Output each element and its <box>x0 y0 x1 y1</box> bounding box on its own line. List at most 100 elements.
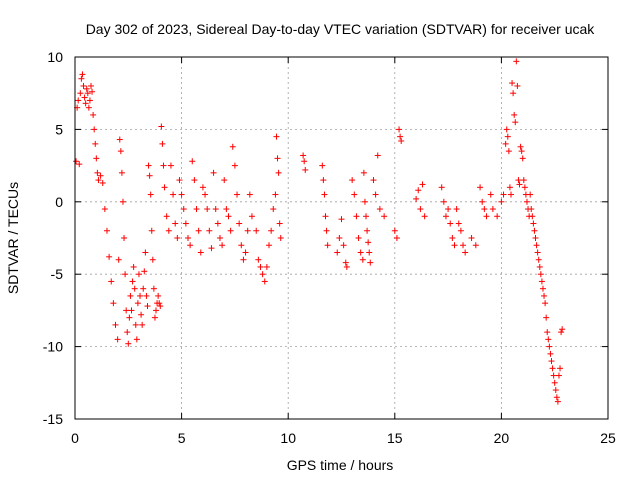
data-point <box>539 285 546 292</box>
data-point <box>319 162 326 169</box>
data-point <box>277 235 284 241</box>
data-point <box>145 162 152 169</box>
data-point <box>359 256 366 263</box>
data-point <box>353 213 360 220</box>
data-point <box>323 227 330 234</box>
data-point <box>553 394 560 401</box>
data-point <box>537 271 544 278</box>
data-point <box>99 179 106 186</box>
data-point <box>527 191 534 198</box>
data-point <box>165 227 172 234</box>
data-point <box>140 285 147 292</box>
data-point <box>240 256 247 263</box>
data-point <box>320 177 327 184</box>
data-point <box>397 133 404 140</box>
data-point <box>236 220 243 227</box>
data-point <box>520 177 527 184</box>
data-point <box>242 249 249 256</box>
data-point <box>206 227 213 234</box>
data-point <box>447 220 454 227</box>
data-point <box>193 206 200 213</box>
data-point <box>512 119 519 126</box>
x-tick-label: 10 <box>280 430 296 446</box>
data-point <box>548 358 555 365</box>
data-point <box>509 80 516 87</box>
data-point <box>127 292 134 299</box>
data-point <box>519 155 526 162</box>
data-point <box>468 235 475 241</box>
data-point <box>302 166 309 173</box>
chart-title: Day 302 of 2023, Sidereal Day-to-day VTE… <box>86 21 596 37</box>
data-point <box>155 292 162 299</box>
data-point <box>514 82 521 89</box>
data-point <box>180 206 187 213</box>
data-point <box>214 220 221 227</box>
data-point <box>487 191 494 198</box>
data-point <box>551 379 558 386</box>
data-point <box>342 259 349 266</box>
data-point <box>301 158 308 165</box>
data-point <box>103 227 110 234</box>
data-point <box>534 249 541 256</box>
data-point <box>453 206 460 213</box>
data-point <box>460 242 467 249</box>
data-point <box>555 372 562 379</box>
data-point <box>176 177 183 184</box>
data-point <box>216 235 223 241</box>
data-point <box>300 152 307 159</box>
data-point <box>184 235 191 241</box>
data-point <box>376 206 383 213</box>
data-point <box>536 263 543 270</box>
data-point <box>455 220 462 227</box>
data-point <box>121 235 128 241</box>
data-point <box>338 216 345 223</box>
data-point <box>149 256 156 263</box>
plot-frame <box>74 56 609 420</box>
data-point <box>234 191 241 198</box>
data-point <box>147 191 154 198</box>
data-point <box>178 191 185 198</box>
data-point <box>374 152 381 159</box>
data-point <box>322 213 329 220</box>
data-point <box>343 263 350 270</box>
data-point <box>78 75 85 82</box>
data-point <box>172 220 179 227</box>
data-point <box>552 387 559 394</box>
data-point <box>135 271 142 278</box>
data-point <box>189 158 196 165</box>
data-point <box>133 336 140 343</box>
data-point <box>151 314 158 321</box>
data-point <box>530 220 537 227</box>
data-point <box>225 213 232 220</box>
data-point <box>500 191 507 198</box>
data-point <box>510 90 517 97</box>
data-point <box>549 365 556 372</box>
data-point <box>531 227 538 234</box>
data-point <box>381 213 388 220</box>
data-point <box>274 155 281 162</box>
data-point <box>195 227 202 234</box>
data-point <box>134 300 141 307</box>
data-point <box>93 155 100 162</box>
data-point <box>324 242 331 249</box>
data-point <box>529 213 536 220</box>
data-point <box>77 90 84 97</box>
data-point <box>132 321 139 328</box>
y-axis-label: SDTVAR / TECUs <box>5 182 21 294</box>
data-point <box>153 307 160 314</box>
data-point <box>227 227 234 234</box>
data-point <box>544 329 551 336</box>
data-point <box>101 206 108 213</box>
data-point <box>511 111 518 118</box>
data-point <box>89 88 96 95</box>
data-point <box>502 140 509 147</box>
data-point <box>246 191 253 198</box>
data-point <box>415 187 422 194</box>
data-point <box>370 177 377 184</box>
data-point <box>449 235 456 241</box>
data-point <box>92 140 99 147</box>
data-points <box>73 58 566 405</box>
data-point <box>506 184 513 191</box>
y-tick-label: 10 <box>47 49 63 65</box>
data-point <box>351 191 358 198</box>
